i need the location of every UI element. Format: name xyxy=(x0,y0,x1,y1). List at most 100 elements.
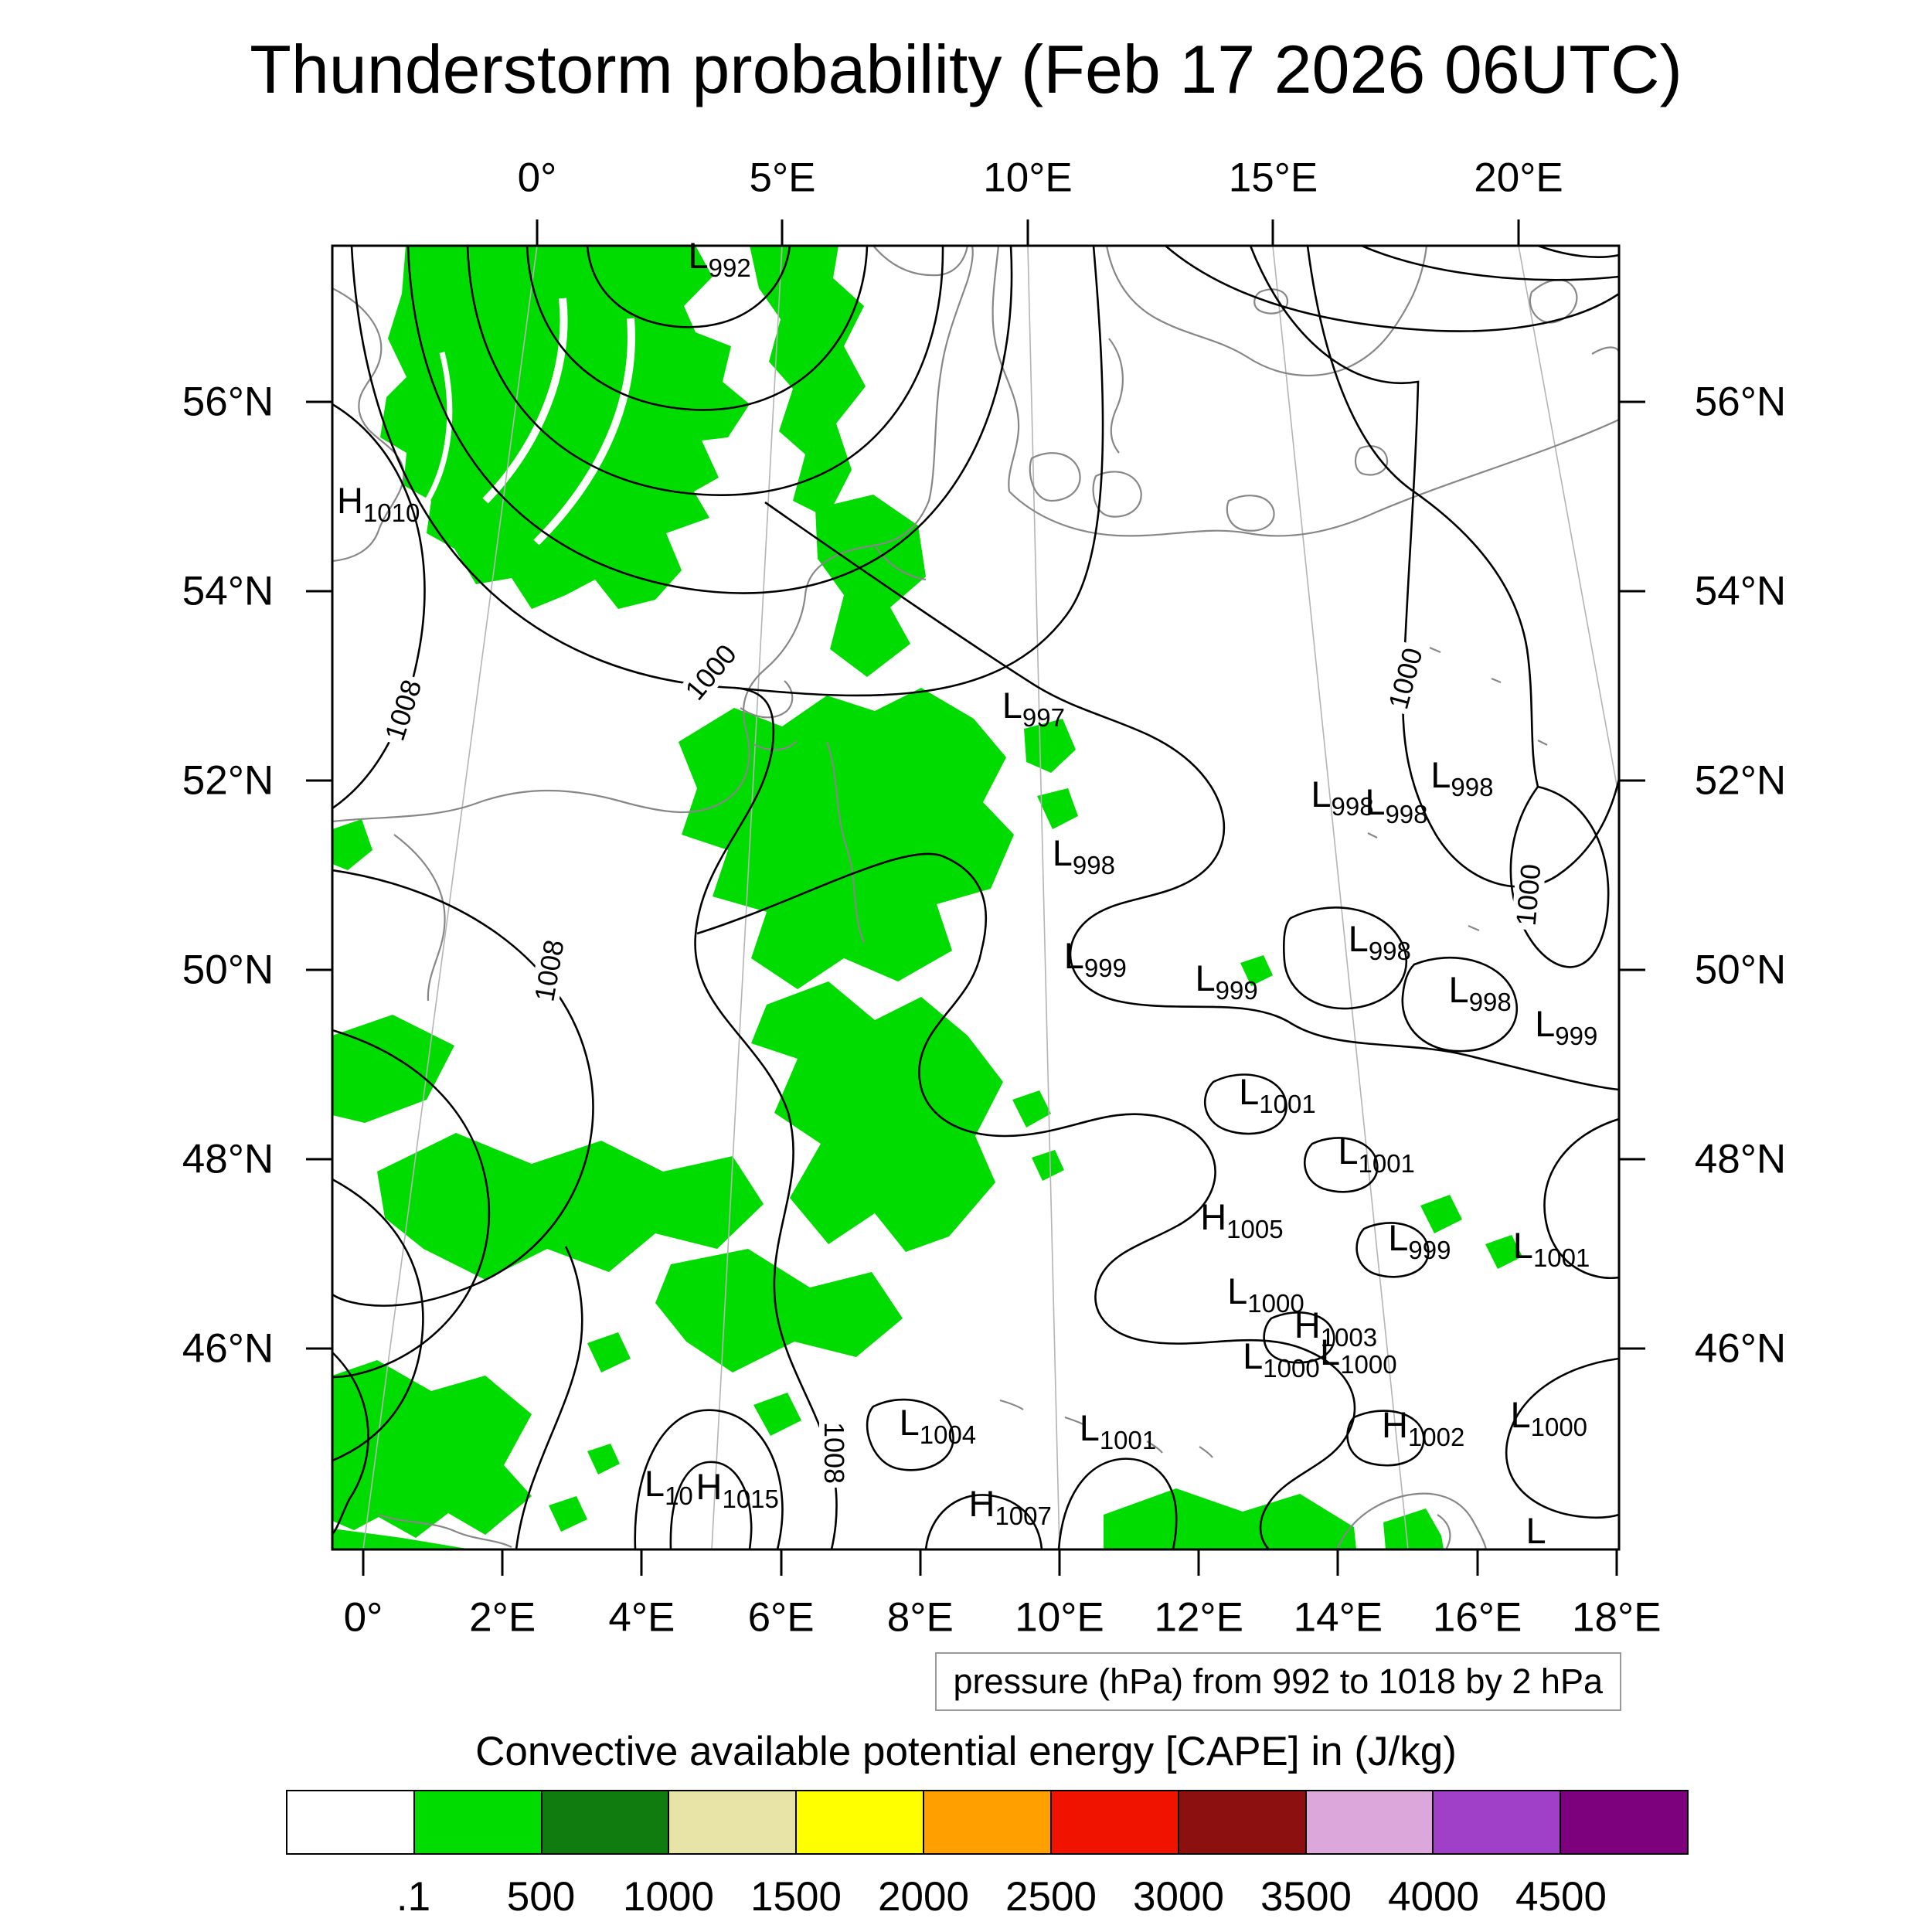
pressure-marker-l1001: L1001 xyxy=(1513,1227,1590,1270)
map-overlay: H1010 L992 L997 L998 L998 L998 L998 L999 L999 L99… xyxy=(332,237,1619,1549)
bottom-axis-label: 0° xyxy=(343,1594,383,1641)
pressure-marker-h1010: H1010 xyxy=(337,483,420,526)
pressure-marker-letter: L xyxy=(1535,1003,1556,1045)
cape-colorbar-tick-label: 3000 xyxy=(1133,1874,1224,1920)
pressure-marker-value: 992 xyxy=(708,253,751,283)
pressure-marker-l1000: L1000 xyxy=(1320,1334,1397,1377)
pressure-marker-letter: L xyxy=(1526,1510,1546,1552)
cape-colorbar-cell xyxy=(1304,1790,1434,1855)
contour-label: 1008 xyxy=(818,1418,850,1488)
pressure-marker-value: 999 xyxy=(1555,1022,1598,1051)
pressure-marker-letter: L xyxy=(1002,685,1022,726)
pressure-marker-value: 1007 xyxy=(995,1501,1052,1530)
cape-colorbar-cell xyxy=(540,1790,670,1855)
pressure-marker-value: 998 xyxy=(1072,851,1115,880)
pressure-marker-letter: L xyxy=(1430,753,1451,795)
pressure-marker-h1007: H1007 xyxy=(969,1485,1052,1529)
pressure-marker-letter: L xyxy=(1320,1332,1341,1373)
pressure-marker-value: 1001 xyxy=(1259,1089,1316,1118)
pressure-marker-l1000: L1000 xyxy=(1510,1396,1587,1440)
left-axis-label: 54°N xyxy=(182,568,274,614)
pressure-marker-value: 998 xyxy=(1368,937,1411,966)
cape-colorbar-tick-label: .1 xyxy=(396,1874,431,1920)
map-frame xyxy=(331,244,1621,1551)
right-axis-label: 48°N xyxy=(1694,1136,1787,1182)
right-axis-label: 46°N xyxy=(1694,1325,1787,1372)
pressure-marker-letter: H xyxy=(968,1482,995,1524)
pressure-marker-value: 999 xyxy=(1408,1235,1451,1264)
graticule-lines xyxy=(362,246,1619,1549)
cape-colorbar-cell xyxy=(413,1790,543,1855)
cape-colorbar-tick-label: 2000 xyxy=(878,1874,969,1920)
pressure-marker-value: 1010 xyxy=(362,498,420,528)
pressure-marker-value: 1004 xyxy=(919,1420,977,1450)
pressure-marker-letter: L xyxy=(1338,1131,1359,1172)
pressure-marker-l992: L992 xyxy=(689,237,751,281)
bottom-axis-label: 18°E xyxy=(1572,1594,1662,1641)
pressure-marker-letter: L xyxy=(1311,774,1332,815)
cape-colorbar-cell xyxy=(1560,1790,1689,1855)
pressure-marker-l999: L999 xyxy=(1535,1005,1597,1049)
pressure-marker-letter: L xyxy=(1227,1270,1248,1311)
pressure-marker-letter: L xyxy=(1388,1216,1409,1258)
cape-colorbar-cell xyxy=(668,1790,798,1855)
pressure-marker-letter: L xyxy=(1195,957,1216,999)
cape-colorbar-cell xyxy=(1177,1790,1307,1855)
pressure-marker-letter: L xyxy=(1243,1335,1264,1377)
pressure-marker-letter: H xyxy=(1294,1304,1321,1345)
pressure-marker-letter: H xyxy=(696,1465,723,1507)
contour-label: 1000 xyxy=(676,635,745,709)
pressure-marker-l998: L998 xyxy=(1430,757,1493,800)
pressure-marker-l998: L998 xyxy=(1311,776,1373,819)
cape-colorbar-labels: .1 500 1000 1500 2000 2500 3000 3500 4000 4500 xyxy=(286,1873,1689,1923)
bottom-axis-label: 12°E xyxy=(1154,1594,1243,1641)
pressure-marker-l998: L998 xyxy=(1365,784,1427,827)
left-axis-label: 48°N xyxy=(182,1136,274,1182)
pressure-marker-h1002: H1002 xyxy=(1382,1407,1464,1451)
pressure-marker-value: 998 xyxy=(1331,792,1374,821)
cape-colorbar-tick-label: 1500 xyxy=(750,1874,842,1920)
pressure-marker-l997: L997 xyxy=(1002,687,1065,730)
pressure-marker-letter: L xyxy=(1052,832,1073,874)
right-axis-label: 50°N xyxy=(1694,947,1787,993)
pressure-marker-value: 1015 xyxy=(722,1484,779,1513)
pressure-marker-letter: L xyxy=(644,1463,665,1505)
pressure-marker-letter: L xyxy=(1063,935,1084,977)
pressure-marker-value: 1001 xyxy=(1099,1426,1157,1455)
pressure-marker-l999: L999 xyxy=(1388,1219,1451,1263)
pressure-marker-letter: H xyxy=(336,480,363,522)
top-axis-label: 0° xyxy=(517,155,557,201)
left-axis-label: 56°N xyxy=(182,379,274,425)
map-canvas xyxy=(306,219,1645,1576)
pressure-marker-value: 998 xyxy=(1451,772,1494,801)
pressure-marker-value: 10 xyxy=(665,1481,693,1511)
pressure-marker-l998: L998 xyxy=(1449,971,1512,1015)
pressure-marker-value: 1000 xyxy=(1340,1350,1397,1379)
pressure-marker-l1000: L1000 xyxy=(1243,1338,1320,1381)
pressure-marker-letter: L xyxy=(1510,1394,1531,1436)
contour-label: 1000 xyxy=(1510,859,1547,931)
contour-label: 1008 xyxy=(529,934,570,1008)
pressure-marker-letter: L xyxy=(688,235,709,277)
axis-ticks xyxy=(306,219,1645,1576)
cape-shading-gaps xyxy=(412,298,635,546)
colorbar-title: Convective available potential energy [C… xyxy=(475,1729,1457,1774)
right-axis-label: 56°N xyxy=(1694,379,1787,425)
pressure-marker-l1004: L1004 xyxy=(900,1404,977,1447)
cape-colorbar-cell xyxy=(923,1790,1052,1855)
map-plot-area: H1010 L992 L997 L998 L998 L998 L998 L999 L999 L99… xyxy=(306,219,1645,1576)
top-axis-label: 5°E xyxy=(749,155,816,201)
pressure-marker-l: L xyxy=(1526,1512,1546,1556)
cape-colorbar-tick-label: 4500 xyxy=(1515,1874,1607,1920)
pressure-marker-value: 1001 xyxy=(1532,1243,1590,1272)
pressure-marker-value: 1001 xyxy=(1358,1149,1415,1179)
cape-colorbar-cell xyxy=(795,1790,925,1855)
pressure-marker-letter: L xyxy=(1079,1407,1100,1449)
cape-colorbar xyxy=(286,1790,1689,1855)
pressure-note: pressure (hPa) from 992 to 1018 by 2 hPa xyxy=(934,1652,1621,1711)
contour-label: 1000 xyxy=(1382,641,1429,716)
pressure-marker-letter: H xyxy=(1200,1196,1227,1237)
left-axis-label: 46°N xyxy=(182,1325,274,1372)
pressure-marker-value: 997 xyxy=(1022,703,1065,733)
cape-colorbar-tick-label: 500 xyxy=(506,1874,576,1920)
